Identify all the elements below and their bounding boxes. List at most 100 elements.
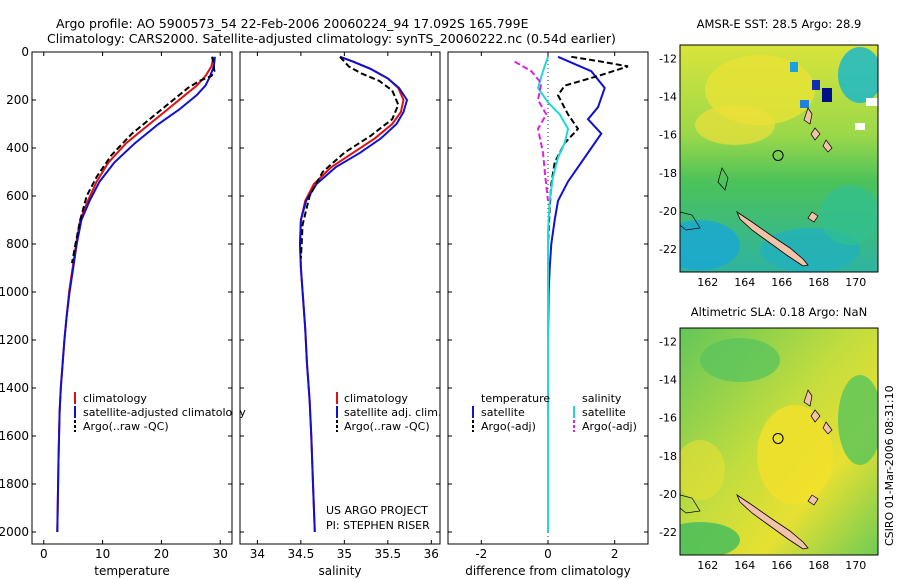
vanuatu-island (810, 409, 821, 423)
map-x-tick-label: 166 (771, 559, 792, 572)
axis-ticks: 0 10 20 30020040060080010001200140016001800… (0, 45, 866, 572)
legend-label-temp-satellite: satellite (481, 406, 525, 419)
legend-label-argo: Argo(..raw -QC) (83, 420, 169, 433)
sla-low-patch (700, 338, 780, 382)
vanuatu-island (803, 107, 813, 125)
y-tick-label: 200 (6, 93, 29, 107)
sla-map-frame (679, 327, 879, 556)
legend-overflow-mask (233, 390, 239, 435)
reef-outline (717, 167, 729, 191)
sst-cloud-pixel (812, 80, 820, 90)
sst-cool-patch (680, 220, 740, 270)
argo-float-marker (772, 149, 784, 161)
series-line-argo-raw-qc (299, 56, 400, 259)
figure-title-line2: Climatology: CARS2000. Satellite-adjuste… (47, 31, 616, 46)
sla-map-title: Altimetric SLA: 0.18 Argo: NaN (691, 305, 867, 319)
sst-map (680, 45, 878, 272)
series-line-climatology (56, 56, 215, 533)
map-x-tick-label: 168 (808, 559, 829, 572)
new-caledonia-landmass (736, 493, 809, 550)
map-y-tick-label: -22 (659, 243, 677, 256)
map-y-tick-label: -12 (659, 52, 677, 65)
y-tick-label: 0 (21, 45, 29, 59)
map-x-tick-label: 164 (734, 559, 755, 572)
legend-label-climatology: climatology (344, 392, 408, 405)
map-x-tick-label: 168 (808, 276, 829, 289)
x-tick-label: 35 (337, 547, 352, 561)
pi-label: PI: STEPHEN RISER (326, 519, 430, 532)
series-line-salinity-satellite (536, 56, 570, 532)
y-tick-label: 1800 (0, 477, 29, 491)
vanuatu-island (822, 139, 833, 153)
map-y-tick-label: -18 (659, 450, 677, 463)
x-tick-label: 30 (213, 547, 228, 561)
profile-series (56, 55, 629, 533)
x-tick-label: 20 (154, 547, 169, 561)
y-tick-label: 2000 (0, 525, 29, 539)
reef-outline (680, 494, 701, 514)
y-tick-label: 400 (6, 141, 29, 155)
temperature-legend: climatology satellite-adjusted climatolo… (74, 392, 246, 433)
series-line-argo-raw-qc (71, 56, 216, 264)
new-caledonia-landmass (736, 210, 809, 267)
legend-label-argo: Argo(..raw -QC) (344, 420, 430, 433)
vanuatu-island (822, 421, 833, 435)
figure-title-line1: Argo profile: AO 5900573_54 22-Feb-2006 … (56, 16, 529, 31)
legend-label-sal-satellite: satellite (582, 406, 626, 419)
map-y-tick-label: -20 (659, 488, 677, 501)
x-tick-label: 10 (95, 547, 110, 561)
map-y-tick-label: -14 (659, 91, 677, 104)
x-tick-label: 35.5 (374, 547, 401, 561)
series-line-satellite-adjusted-climatology (56, 56, 216, 533)
sst-cloud-pixel (800, 100, 809, 108)
x-tick-label: 36 (424, 547, 439, 561)
legend-label-climatology: climatology (83, 392, 147, 405)
y-tick-label: 1200 (0, 333, 29, 347)
sla-high-patch (757, 405, 833, 505)
y-tick-label: 800 (6, 237, 29, 251)
project-label: US ARGO PROJECT (326, 504, 428, 517)
vanuatu-island (810, 127, 821, 141)
y-tick-label: 1600 (0, 429, 29, 443)
salinity-axis-label: salinity (318, 564, 361, 578)
map-x-tick-label: 166 (771, 276, 792, 289)
x-tick-label: 2 (611, 547, 619, 561)
loyalty-island (807, 211, 819, 223)
sst-missing-pixel (855, 123, 865, 130)
map-y-tick-label: -18 (659, 167, 677, 180)
sst-cloud-pixel (790, 62, 798, 72)
loyalty-island (807, 494, 819, 506)
sla-map (680, 328, 878, 555)
difference-axis-label: difference from climatology (465, 564, 631, 578)
y-tick-label: 1400 (0, 381, 29, 395)
argo-float-marker (772, 432, 784, 444)
x-tick-label: 34 (250, 547, 265, 561)
map-y-tick-label: -16 (659, 129, 677, 142)
series-line-temperature-argo-adj (547, 55, 629, 245)
series-line-climatology (298, 55, 405, 533)
map-x-tick-label: 164 (734, 276, 755, 289)
legend-title-temperature: temperature (481, 392, 550, 405)
x-tick-label: 0 (544, 547, 552, 561)
map-y-tick-label: -16 (659, 412, 677, 425)
legend-label-satellite: satellite adj. clim. (344, 406, 441, 419)
sla-low-patch (838, 375, 878, 465)
salinity-axes-frame (239, 51, 441, 545)
map-x-tick-label: 170 (845, 276, 866, 289)
y-tick-label: 600 (6, 189, 29, 203)
legend-title-salinity: salinity (582, 392, 622, 405)
series-line-salinity-argo-adj (514, 60, 549, 201)
x-tick-label: -2 (475, 547, 487, 561)
legend-label-temp-argo: Argo(-adj) (481, 420, 536, 433)
legend-label-sal-argo: Argo(-adj) (582, 420, 637, 433)
reef-outline (680, 211, 701, 231)
difference-legend: temperature salinity satellite Argo(-adj… (472, 392, 637, 433)
sst-missing-pixel (866, 98, 878, 106)
x-tick-label: 0 (40, 547, 48, 561)
series-line-satellite-adj-clim (298, 55, 409, 533)
vanuatu-island (803, 389, 813, 407)
temperature-axes-frame (31, 51, 233, 545)
sst-warm-patch (695, 105, 775, 145)
map-x-tick-label: 170 (845, 559, 866, 572)
x-tick-label: 34.5 (288, 547, 315, 561)
